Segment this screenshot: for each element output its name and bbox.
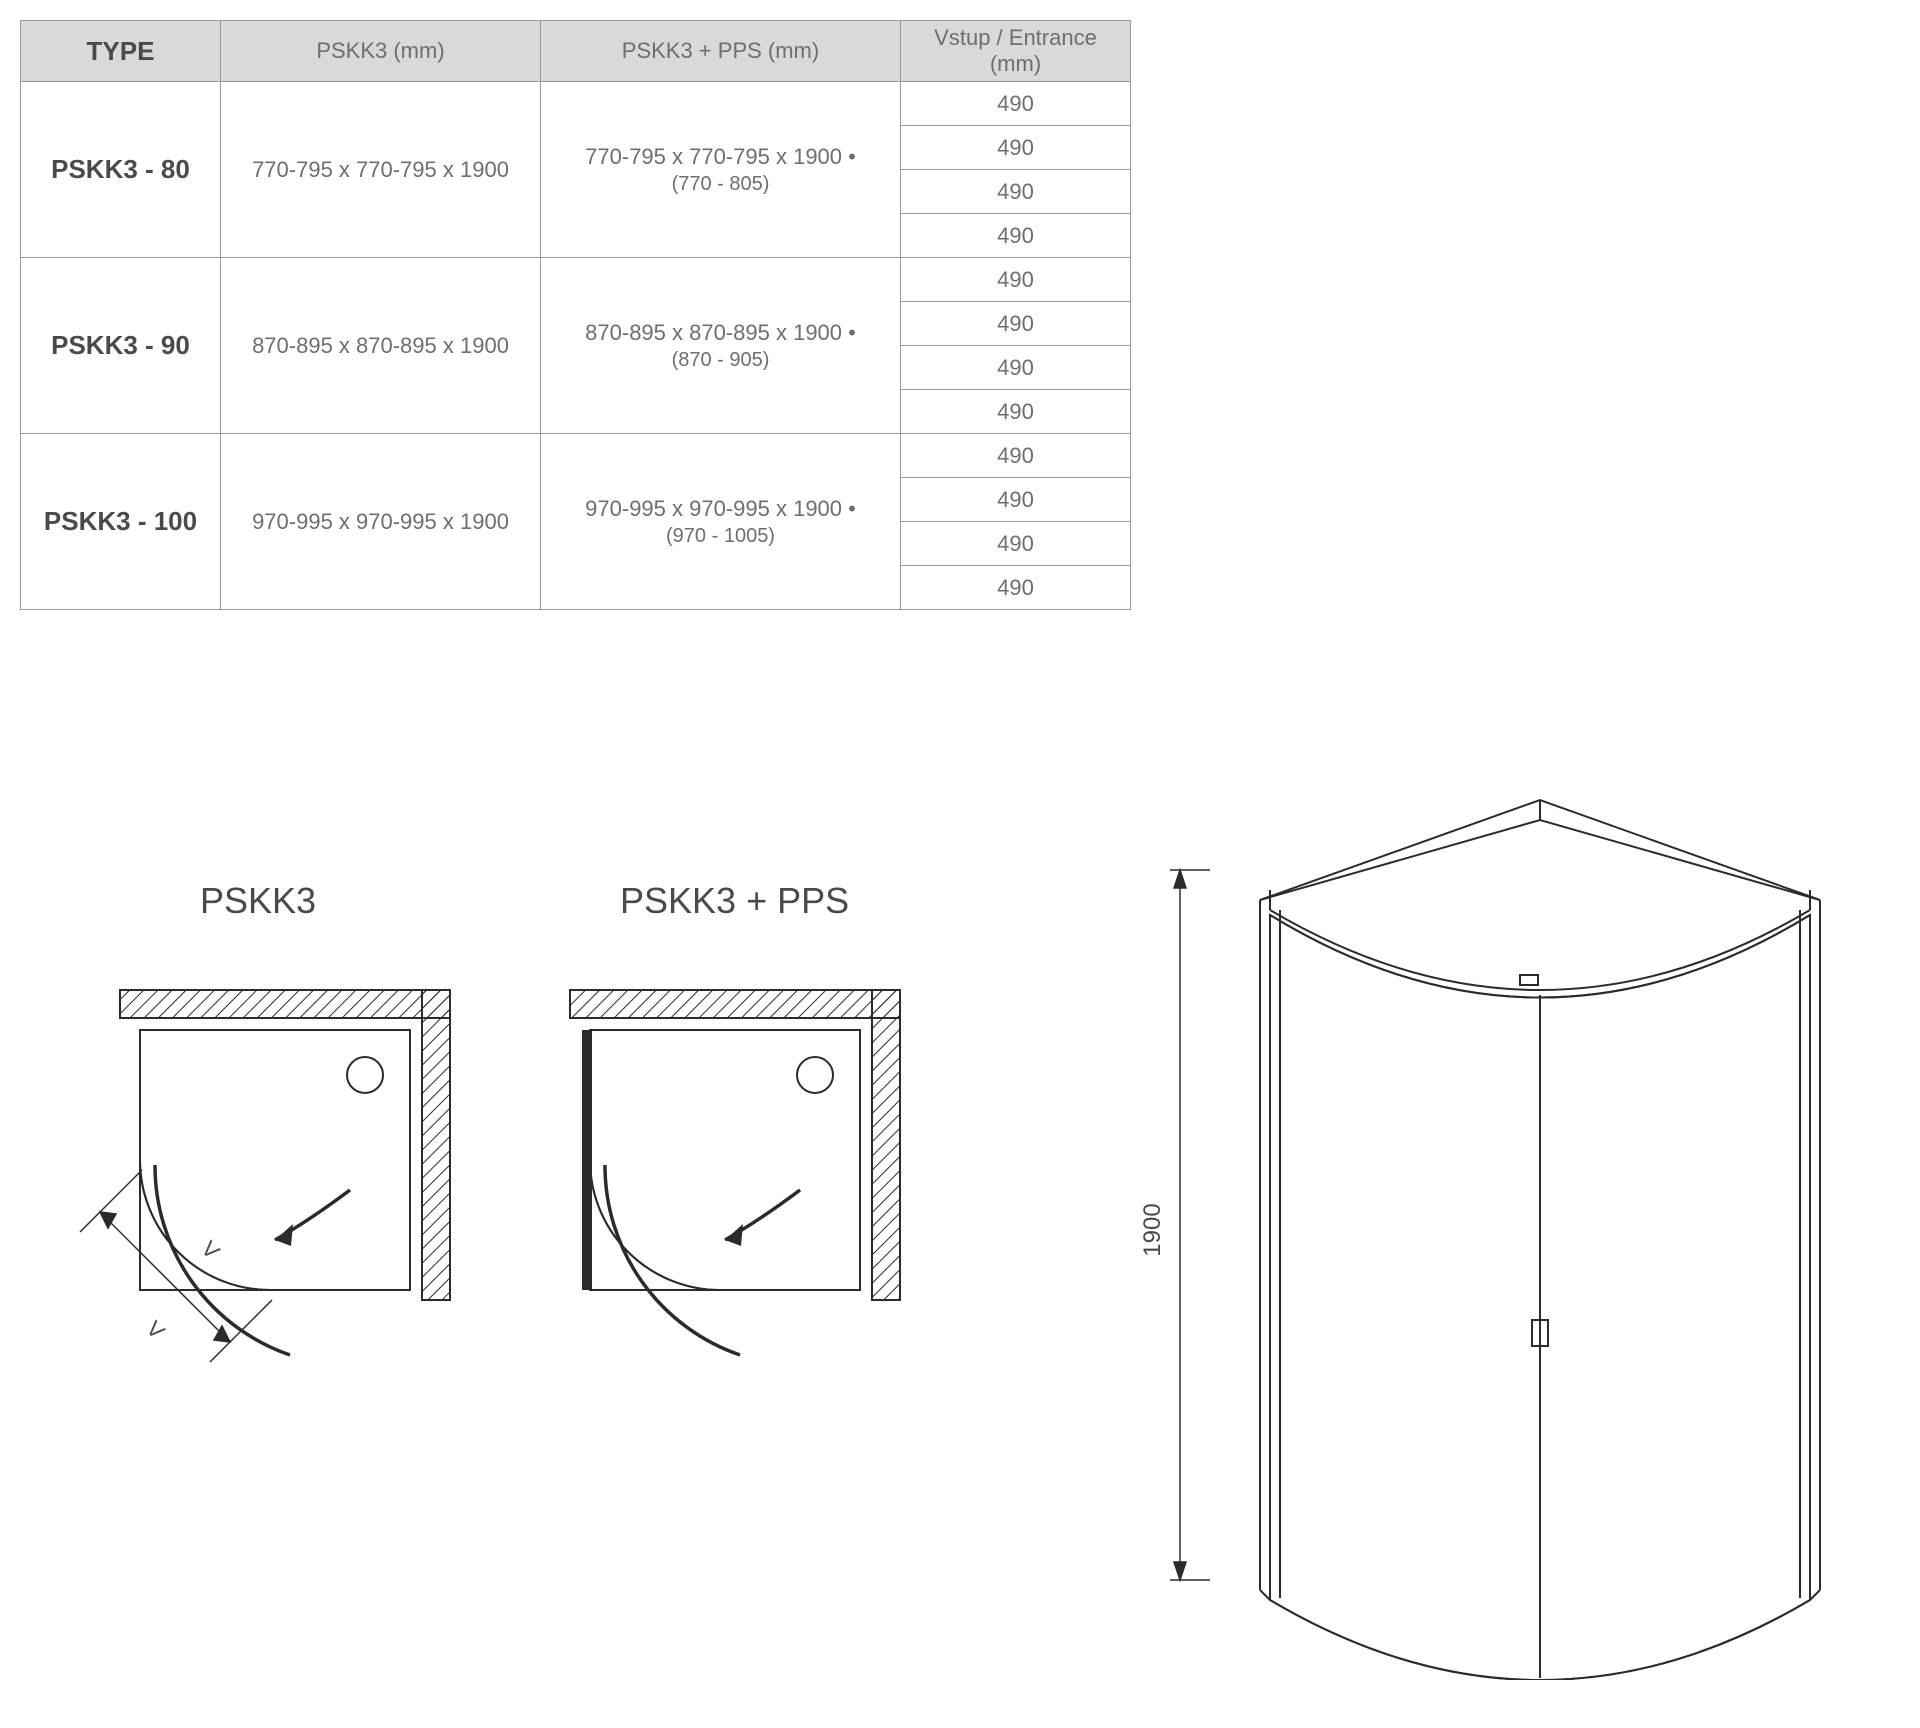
dim2-cell: 970-995 x 970-995 x 1900 • (970 - 1005) xyxy=(541,434,901,610)
entrance-cell: 490 xyxy=(901,346,1131,390)
entrance-cell: 490 xyxy=(901,126,1131,170)
plan1-label: PSKK3 xyxy=(200,880,316,922)
entrance-cell: 490 xyxy=(901,566,1131,610)
entrance-cell: 490 xyxy=(901,478,1131,522)
entrance-cell: 490 xyxy=(901,258,1131,302)
dim-cell: 870-895 x 870-895 x 1900 xyxy=(221,258,541,434)
table-row: PSKK3 - 100 970-995 x 970-995 x 1900 970… xyxy=(21,434,1131,478)
entrance-cell: 490 xyxy=(901,170,1131,214)
height-dimension: 1900 xyxy=(1139,1203,1166,1256)
header-type: TYPE xyxy=(21,21,221,82)
plan-view-pskk3: V V xyxy=(60,960,520,1520)
type-cell: PSKK3 - 80 xyxy=(21,82,221,258)
elevation-view: 1900 xyxy=(1120,760,1840,1680)
entrance-cell: 490 xyxy=(901,390,1131,434)
header-pskk3-pps: PSKK3 + PPS (mm) xyxy=(541,21,901,82)
entrance-cell: 490 xyxy=(901,82,1131,126)
entrance-cell: 490 xyxy=(901,214,1131,258)
table-row: PSKK3 - 90 870-895 x 870-895 x 1900 870-… xyxy=(21,258,1131,302)
dim2-cell: 870-895 x 870-895 x 1900 • (870 - 905) xyxy=(541,258,901,434)
header-entrance: Vstup / Entrance (mm) xyxy=(901,21,1131,82)
dim-cell: 970-995 x 970-995 x 1900 xyxy=(221,434,541,610)
table-row: PSKK3 - 80 770-795 x 770-795 x 1900 770-… xyxy=(21,82,1131,126)
type-cell: PSKK3 - 90 xyxy=(21,258,221,434)
entrance-cell: 490 xyxy=(901,434,1131,478)
spec-table: TYPE PSKK3 (mm) PSKK3 + PPS (mm) Vstup /… xyxy=(20,20,1131,610)
dim2-cell: 770-795 x 770-795 x 1900 • (770 - 805) xyxy=(541,82,901,258)
v-label: V xyxy=(141,1316,169,1344)
entrance-cell: 490 xyxy=(901,302,1131,346)
header-pskk3: PSKK3 (mm) xyxy=(221,21,541,82)
type-cell: PSKK3 - 100 xyxy=(21,434,221,610)
entrance-cell: 490 xyxy=(901,522,1131,566)
dim-cell: 770-795 x 770-795 x 1900 xyxy=(221,82,541,258)
plan2-label: PSKK3 + PPS xyxy=(620,880,849,922)
plan-view-pskk3-pps xyxy=(530,960,970,1460)
diagram-area: PSKK3 PSKK3 + PPS V V xyxy=(60,880,1860,1680)
